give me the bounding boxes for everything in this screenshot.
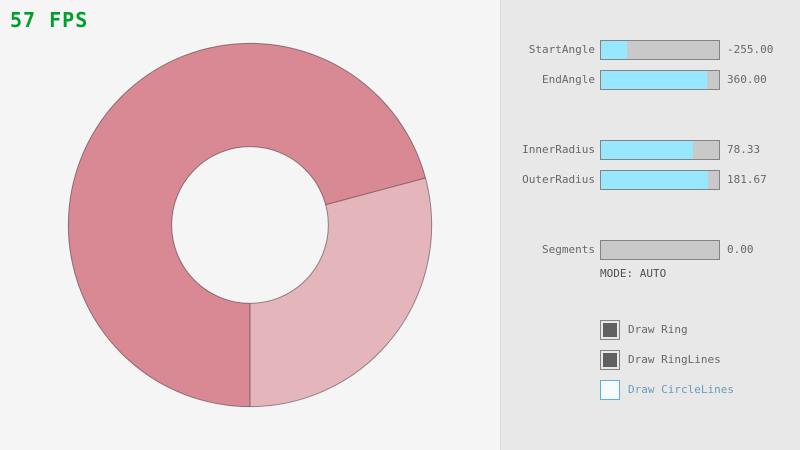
end-angle-slider[interactable] [600, 70, 720, 90]
start-angle-label: StartAngle [528, 43, 595, 56]
ring-boundary-line [325, 177, 426, 206]
inner-radius-slider-fill [601, 141, 694, 159]
draw-ring-lines-checkbox[interactable] [600, 350, 620, 370]
segments-value: 0.00 [727, 243, 754, 256]
slider-row-segments: Segments 0.00 [501, 240, 800, 260]
checkmark-fill-icon [603, 323, 617, 337]
inner-radius-slider[interactable] [600, 140, 720, 160]
draw-ring-lines-label: Draw RingLines [628, 353, 721, 366]
inner-radius-value: 78.33 [727, 143, 761, 156]
checkmark-fill-icon [603, 353, 617, 367]
outer-radius-label: OuterRadius [522, 173, 595, 186]
end-angle-label: EndAngle [542, 73, 595, 86]
outer-radius-slider[interactable] [600, 170, 720, 190]
ring-canvas [67, 42, 433, 408]
segments-mode-label: MODE: AUTO [600, 267, 667, 280]
ring-outer-outline [67, 42, 433, 408]
draw-ring-label: Draw Ring [628, 323, 688, 336]
end-angle-slider-fill [601, 71, 708, 89]
start-angle-slider[interactable] [600, 40, 720, 60]
draw-circle-lines-checkbox[interactable] [600, 380, 620, 400]
slider-row-inner-radius: InnerRadius 78.33 [501, 140, 800, 160]
outer-radius-value: 181.67 [727, 173, 767, 186]
segments-slider[interactable] [600, 240, 720, 260]
start-angle-slider-fill [601, 41, 627, 59]
checkbox-row-draw-circle-lines: Draw CircleLines [501, 380, 800, 400]
end-angle-value: 360.00 [727, 73, 767, 86]
fps-counter: 57 FPS [10, 8, 89, 32]
draw-circle-lines-label: Draw CircleLines [628, 383, 734, 396]
start-angle-value: -255.00 [727, 43, 774, 56]
segments-label: Segments [542, 243, 595, 256]
draw-ring-checkbox[interactable] [600, 320, 620, 340]
ring-sector-single-pass [250, 177, 432, 407]
inner-radius-label: InnerRadius [522, 143, 595, 156]
checkbox-row-draw-ring-lines: Draw RingLines [501, 350, 800, 370]
slider-row-start-angle: StartAngle -255.00 [501, 40, 800, 60]
outer-radius-slider-fill [601, 171, 709, 189]
ring-sector-double-pass [68, 43, 426, 407]
slider-row-outer-radius: OuterRadius 181.67 [501, 170, 800, 190]
ring-inner-outline [171, 146, 329, 304]
checkbox-row-draw-ring: Draw Ring [501, 320, 800, 340]
control-panel: StartAngle -255.00 EndAngle 360.00 Inner… [500, 0, 800, 450]
slider-row-end-angle: EndAngle 360.00 [501, 70, 800, 90]
